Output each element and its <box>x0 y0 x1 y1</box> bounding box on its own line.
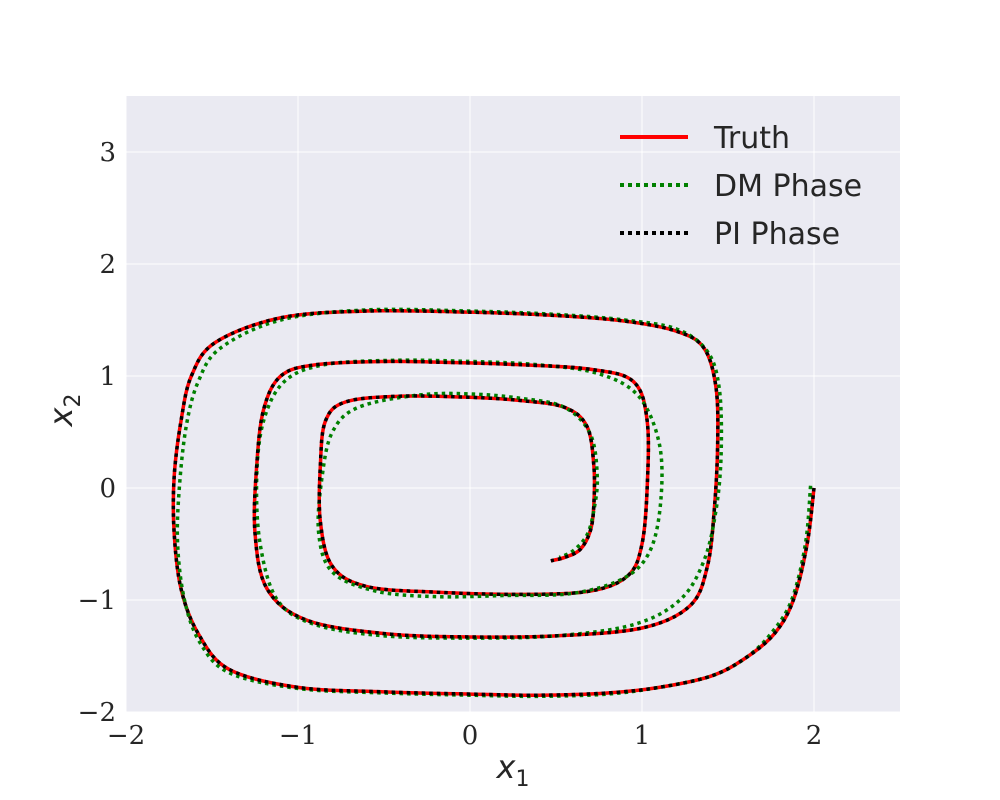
x-axis-label: x1 <box>496 748 530 792</box>
x-tick-label: 0 <box>462 721 479 751</box>
y-tick-label: 1 <box>99 362 116 392</box>
y-tick-label: −1 <box>78 586 116 616</box>
y-tick-label: 0 <box>99 474 116 504</box>
legend-label-pi-phase: PI Phase <box>714 217 840 252</box>
x-tick-label: −2 <box>107 721 145 751</box>
legend-label-truth: Truth <box>713 121 790 156</box>
series-line-pi-phase <box>171 308 816 697</box>
y-tick-label: 2 <box>99 250 116 280</box>
x-tick-label: −1 <box>279 721 317 751</box>
y-tick-label: −2 <box>78 698 116 728</box>
legend-label-dm-phase: DM Phase <box>714 169 862 204</box>
x-tick-label: 1 <box>634 721 651 751</box>
y-axis-label: x2 <box>42 394 86 428</box>
series-line-dm-phase <box>175 307 813 699</box>
legend: Truth DM Phase PI Phase <box>620 121 862 252</box>
plot-background <box>126 96 900 712</box>
series-lines <box>171 307 816 699</box>
y-tick-label: 3 <box>99 138 116 168</box>
x-tick-label: 2 <box>806 721 823 751</box>
tick-labels: −2 −1 0 1 2 −2 −1 0 1 2 3 <box>78 138 823 751</box>
